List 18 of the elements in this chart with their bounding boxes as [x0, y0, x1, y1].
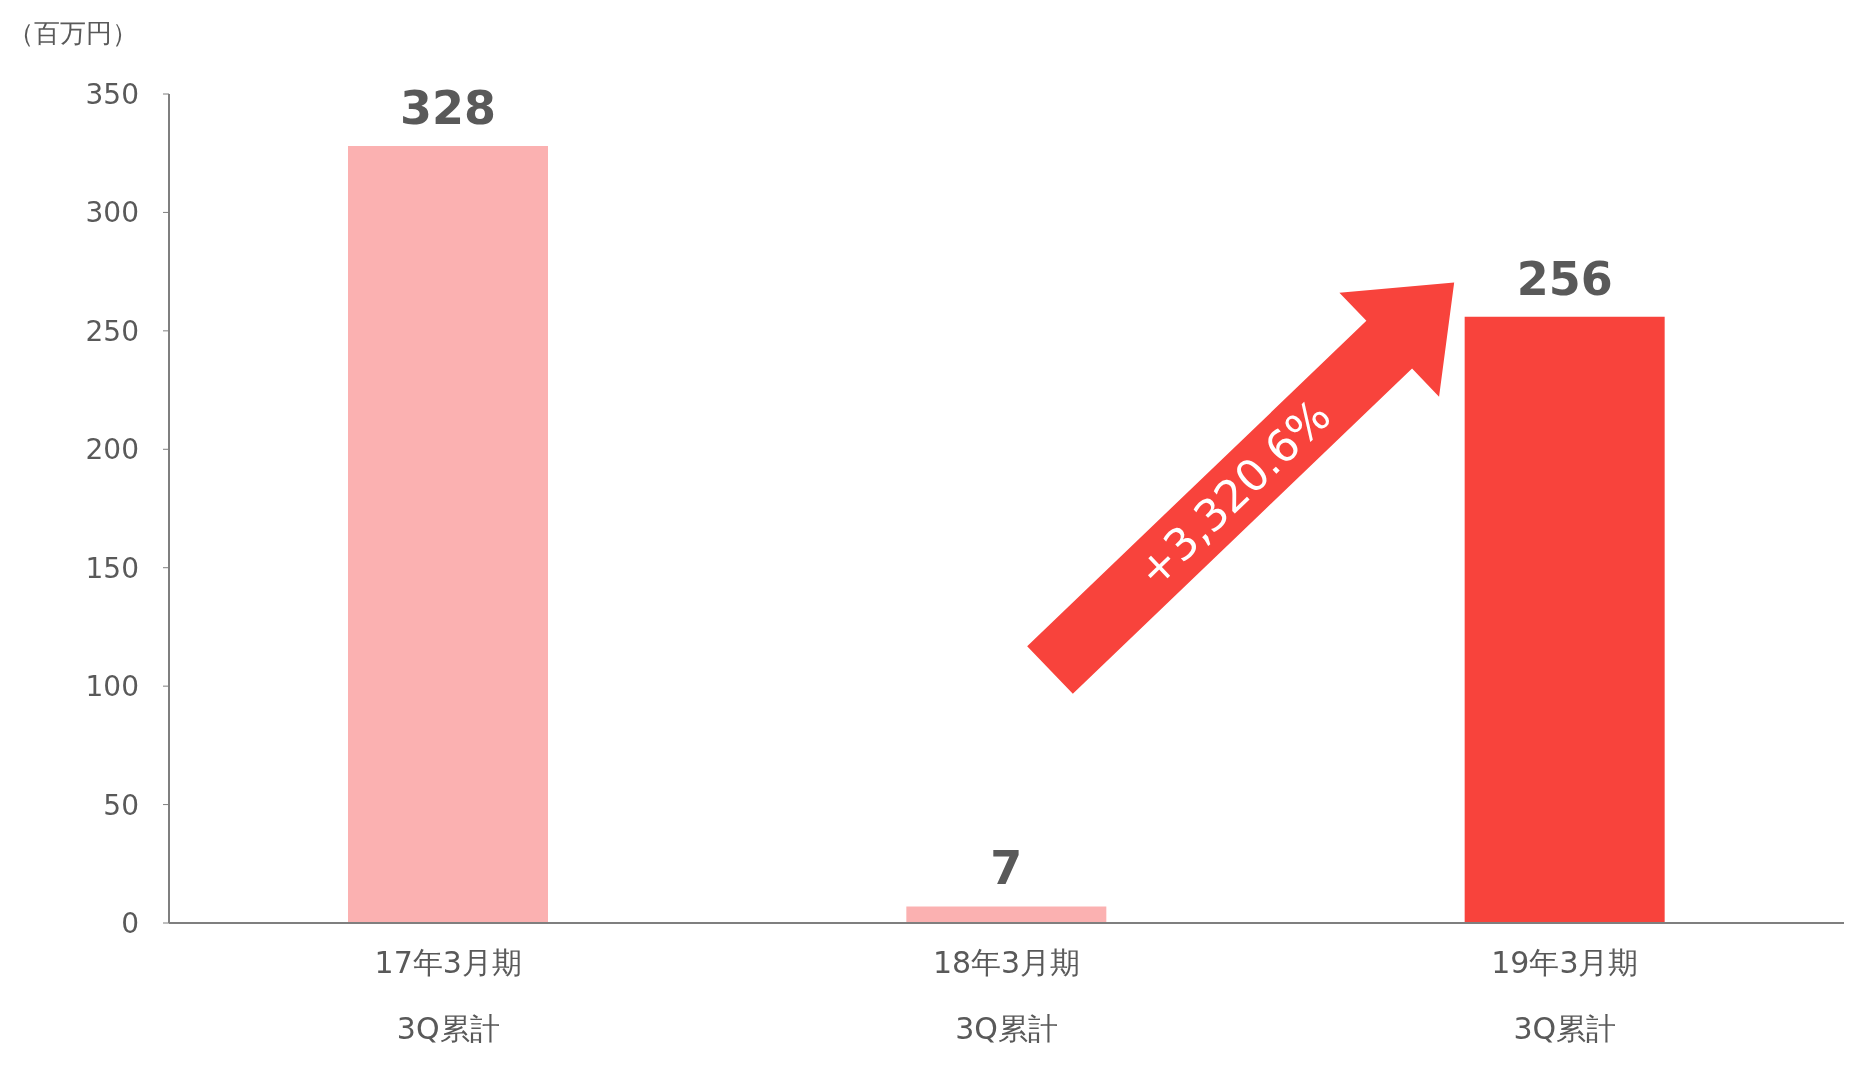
x-tick-label: 19年3月期 3Q累計	[1491, 945, 1639, 1046]
x-tick-label: 17年3月期 3Q累計	[374, 945, 522, 1046]
data-label: 328	[399, 81, 497, 136]
y-tick-label: 150	[85, 551, 139, 585]
y-tick-label: 300	[85, 196, 139, 230]
y-axis-title: （百万円）	[8, 17, 138, 50]
data-label: 256	[1516, 251, 1613, 306]
bar	[348, 146, 548, 923]
data-label: 7	[990, 841, 1023, 896]
y-tick-label: 0	[121, 906, 139, 940]
bar	[906, 906, 1107, 923]
bar	[1464, 316, 1665, 923]
x-tick-label: 18年3月期 3Q累計	[932, 945, 1081, 1046]
y-tick-label: 100	[85, 670, 139, 704]
y-tick-label: 200	[85, 433, 139, 467]
y-tick-label: 350	[85, 77, 139, 111]
y-tick-label: 50	[103, 788, 139, 822]
y-tick-label: 250	[85, 314, 139, 348]
